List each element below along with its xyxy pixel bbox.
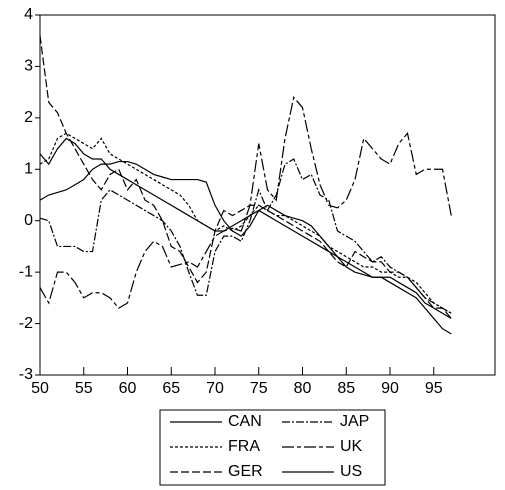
legend-label: FRA	[228, 438, 260, 455]
x-tick-label: 95	[425, 380, 443, 397]
series-line	[39, 160, 452, 319]
x-tick-label: 70	[206, 380, 224, 397]
x-tick-label: 65	[162, 380, 180, 397]
series-line	[39, 35, 452, 319]
x-tick-label: 75	[250, 380, 268, 397]
plot-frame	[39, 14, 496, 376]
x-tick-label: 60	[119, 380, 137, 397]
x-tick-label: 90	[381, 380, 399, 397]
legend-label: UK	[340, 438, 363, 455]
x-tick-label: 85	[337, 380, 355, 397]
y-tick-label: 0	[24, 212, 33, 229]
y-tick-label: 3	[24, 58, 33, 75]
y-tick-label: 2	[24, 109, 33, 126]
series-line	[39, 158, 452, 314]
x-tick-label: 55	[75, 380, 93, 397]
series-line	[39, 132, 452, 314]
series-line	[39, 95, 452, 309]
legend-label: CAN	[228, 413, 262, 430]
x-tick-label: 80	[294, 380, 312, 397]
y-tick-label: -2	[19, 315, 33, 332]
y-tick-label: -3	[19, 366, 33, 383]
y-tick-label: 4	[24, 6, 33, 23]
y-tick-label: 1	[24, 161, 33, 178]
series-line	[39, 137, 452, 335]
x-tick-label: 50	[31, 380, 49, 397]
legend-label: GER	[228, 463, 263, 480]
y-tick-label: -1	[19, 263, 33, 280]
legend-label: US	[340, 463, 362, 480]
legend-label: JAP	[340, 413, 369, 430]
